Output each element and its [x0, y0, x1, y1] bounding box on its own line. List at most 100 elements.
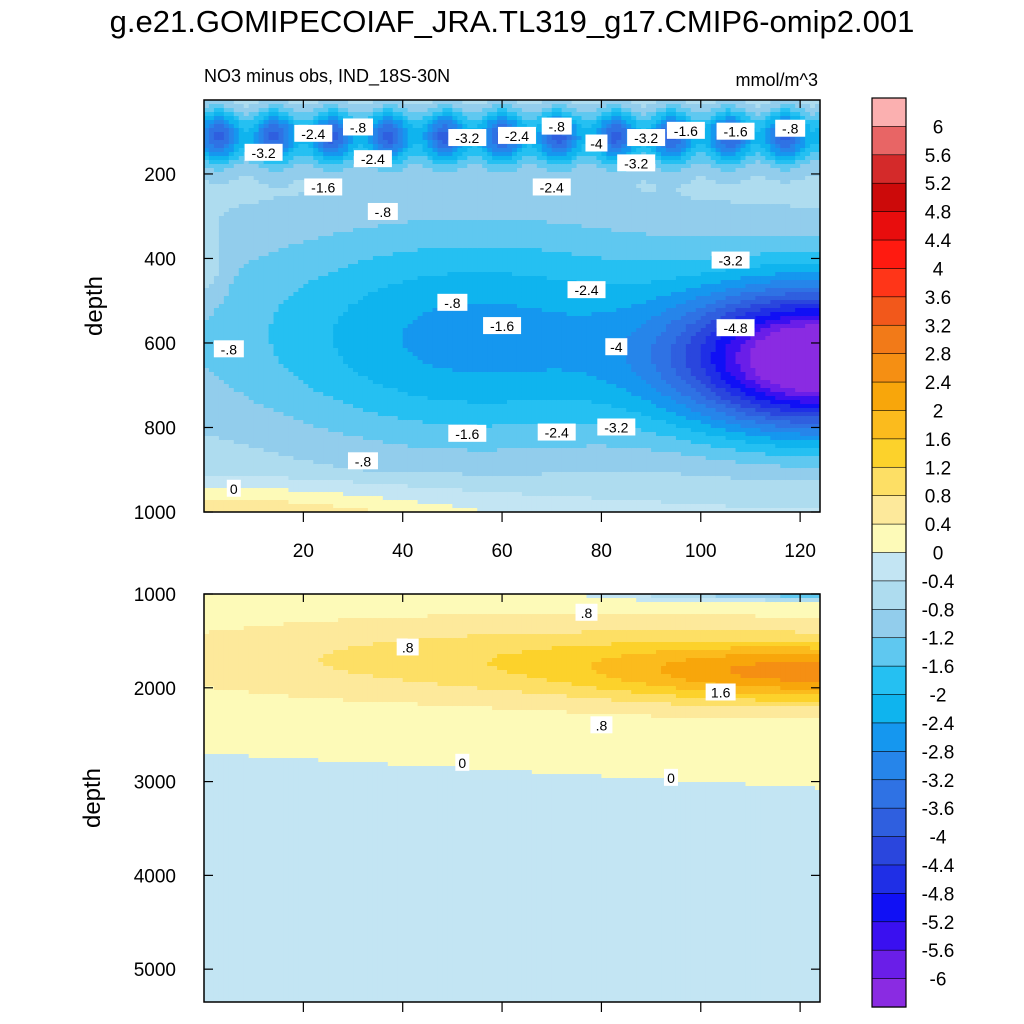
- field-cell: [402, 292, 409, 297]
- field-cell: [372, 416, 379, 421]
- field-cell: [253, 488, 260, 493]
- field-cell: [422, 328, 429, 333]
- field-cell: [372, 336, 379, 341]
- field-cell: [407, 148, 414, 153]
- field-cell: [253, 312, 260, 317]
- field-cell: [273, 432, 280, 437]
- field-cell: [328, 464, 334, 469]
- field-cell: [278, 128, 285, 133]
- field-cell: [303, 360, 309, 365]
- field-cell: [407, 448, 414, 453]
- field-cell: [353, 136, 359, 141]
- field-cell: [367, 300, 374, 305]
- field-cell: [218, 220, 225, 225]
- field-cell: [283, 412, 290, 417]
- field-cell: [318, 120, 324, 125]
- field-cell: [223, 356, 230, 361]
- field-cell: [412, 504, 419, 509]
- field-cell: [293, 360, 299, 365]
- field-cell: [348, 444, 354, 449]
- field-cell: [298, 504, 304, 509]
- field-cell: [273, 444, 280, 449]
- field-cell: [338, 304, 344, 309]
- field-cell: [392, 140, 399, 145]
- field-cell: [213, 480, 220, 485]
- field-cell: [243, 112, 250, 117]
- field-cell: [278, 496, 285, 501]
- field-cell: [318, 344, 324, 349]
- field-cell: [442, 236, 449, 241]
- field-cell: [273, 420, 280, 425]
- field-cell: [362, 444, 369, 449]
- field-cell: [343, 408, 349, 413]
- field-cell: [333, 276, 339, 281]
- field-cell: [268, 344, 275, 349]
- field-cell: [283, 328, 290, 333]
- field-cell: [268, 260, 275, 265]
- field-cell: [258, 464, 265, 469]
- field-cell: [343, 252, 349, 257]
- field-cell: [407, 372, 414, 377]
- field-cell: [397, 488, 404, 493]
- field-cell: [422, 340, 429, 345]
- field-cell: [213, 288, 220, 293]
- field-cell: [298, 316, 304, 321]
- field-cell: [318, 368, 324, 373]
- field-cell: [298, 212, 304, 217]
- field-cell: [313, 116, 319, 121]
- field-cell: [313, 372, 319, 377]
- field-cell: [422, 292, 429, 297]
- field-cell: [248, 184, 255, 189]
- field-cell: [218, 480, 225, 485]
- field-cell: [412, 432, 419, 437]
- field-cell: [268, 252, 275, 257]
- field-cell: [338, 276, 344, 281]
- field-cell: [333, 288, 339, 293]
- field-cell: [358, 228, 364, 233]
- field-cell: [313, 436, 319, 441]
- field-cell: [258, 504, 265, 509]
- field-cell: [253, 420, 260, 425]
- field-cell: [263, 116, 270, 121]
- field-cell: [208, 188, 215, 193]
- field-cell: [243, 160, 250, 165]
- field-cell: [333, 348, 339, 353]
- field-cell: [263, 292, 270, 297]
- field-cell: [268, 104, 275, 109]
- field-cell: [243, 384, 250, 389]
- field-cell: [273, 452, 280, 457]
- field-cell: [248, 380, 255, 385]
- field-cell: [338, 324, 344, 329]
- field-cell: [427, 184, 434, 189]
- field-cell: [308, 412, 314, 417]
- field-cell: [283, 296, 290, 301]
- field-cell: [233, 128, 240, 133]
- field-cell: [382, 380, 389, 385]
- field-cell: [353, 380, 359, 385]
- field-cell: [238, 268, 245, 273]
- field-cell: [427, 212, 434, 217]
- field-cell: [397, 408, 404, 413]
- field-cell: [273, 224, 280, 229]
- field-cell: [367, 260, 374, 265]
- field-cell: [377, 360, 384, 365]
- field-cell: [293, 232, 299, 237]
- field-cell: [442, 176, 449, 181]
- field-cell: [273, 256, 280, 261]
- field-cell: [228, 184, 235, 189]
- field-cell: [218, 432, 225, 437]
- field-cell: [372, 248, 379, 253]
- field-cell: [397, 248, 404, 253]
- field-cell: [278, 316, 285, 321]
- field-cell: [253, 416, 260, 421]
- field-cell: [288, 308, 295, 313]
- field-cell: [218, 420, 225, 425]
- field-cell: [298, 196, 304, 201]
- field-cell: [263, 332, 270, 337]
- field-cell: [367, 292, 374, 297]
- field-cell: [328, 352, 334, 357]
- field-cell: [243, 192, 250, 197]
- field-cell: [328, 268, 334, 273]
- field-cell: [343, 220, 349, 225]
- field-cell: [243, 436, 250, 441]
